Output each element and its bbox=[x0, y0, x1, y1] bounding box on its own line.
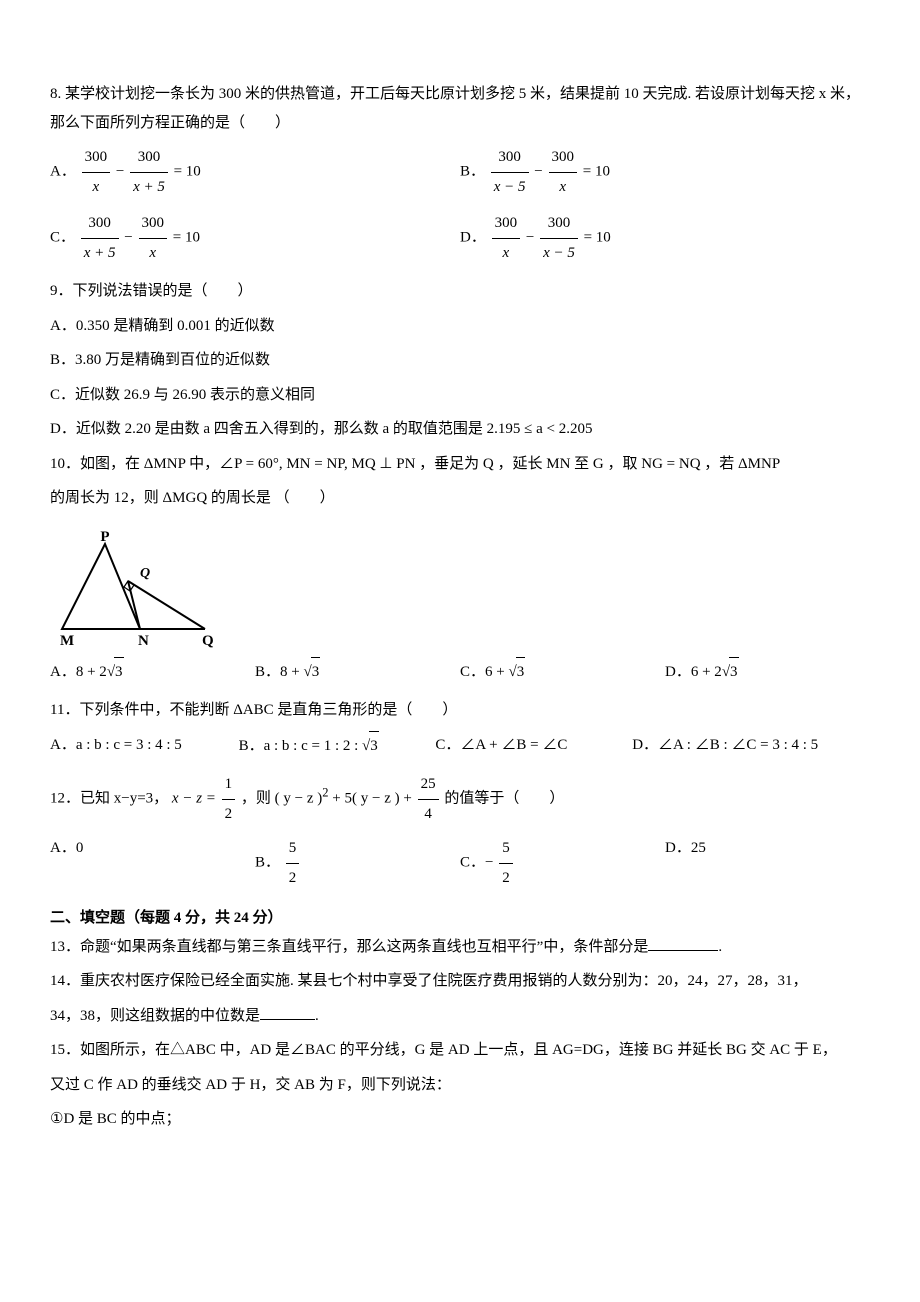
q9-opt-a: A．0.350 是精确到 0.001 的近似数 bbox=[50, 312, 870, 341]
q10-opt-b: B．8 + 3 bbox=[255, 657, 460, 687]
blank bbox=[648, 935, 718, 951]
q12-options: A．0 B． 52 C．− 52 D．25 bbox=[50, 834, 870, 892]
q8-opt-a: A． 300x − 300x + 5 = 10 bbox=[50, 143, 460, 201]
q8-stem: 8. 某学校计划挖一条长为 300 米的供热管道，开工后每天比原计划多挖 5 米… bbox=[50, 80, 870, 137]
q10-opt-a: A．8 + 23 bbox=[50, 657, 255, 687]
opt-label: B． bbox=[460, 163, 485, 179]
q12-opt-b: B． 52 bbox=[255, 834, 460, 892]
q15-line2: 又过 C 作 AD 的垂线交 AD 于 H，交 AB 为 F，则下列说法： bbox=[50, 1071, 870, 1100]
q8-opt-c: C． 300x + 5 − 300x = 10 bbox=[50, 209, 460, 267]
q9-opt-d: D．近似数 2.20 是由数 a 四舍五入得到的，那么数 a 的取值范围是 2.… bbox=[50, 415, 870, 444]
q9-opt-b: B．3.80 万是精确到百位的近似数 bbox=[50, 346, 870, 375]
blank bbox=[260, 1004, 315, 1020]
q11-stem: 11．下列条件中，不能判断 ΔABC 是直角三角形的是（ ） bbox=[50, 696, 870, 725]
q13: 13．命题“如果两条直线都与第三条直线平行，那么这两条直线也互相平行”中，条件部… bbox=[50, 933, 870, 962]
q11-opt-a: A．a : b : c = 3 : 4 : 5 bbox=[50, 731, 239, 761]
q15-line3: ①D 是 BC 的中点； bbox=[50, 1105, 870, 1134]
q11-opt-d: D．∠A : ∠B : ∠C = 3 : 4 : 5 bbox=[632, 731, 870, 761]
opt-label: A． bbox=[50, 163, 76, 179]
q10-options: A．8 + 23 B．8 + 3 C．6 + 3 D．6 + 23 bbox=[50, 657, 870, 687]
q11-options: A．a : b : c = 3 : 4 : 5 B．a : b : c = 1 … bbox=[50, 731, 870, 761]
svg-text:N: N bbox=[138, 633, 149, 649]
q10-figure: P Q M N Q bbox=[50, 529, 870, 649]
q14-line2: 34，38，则这组数据的中位数是. bbox=[50, 1002, 870, 1031]
q9-opt-c: C．近似数 26.9 与 26.90 表示的意义相同 bbox=[50, 381, 870, 410]
svg-text:Q: Q bbox=[202, 633, 214, 649]
svg-text:P: P bbox=[100, 529, 109, 545]
q12-stem: 12．已知 x−y=3， x − z = 12 ，则 ( y − z )2 + … bbox=[50, 770, 870, 828]
q8-opt-b: B． 300x − 5 − 300x = 10 bbox=[460, 143, 870, 201]
section-2-title: 二、填空题（每题 4 分，共 24 分） bbox=[50, 904, 870, 933]
q12-opt-c: C．− 52 bbox=[460, 834, 665, 892]
q11-opt-c: C．∠A + ∠B = ∠C bbox=[435, 731, 632, 761]
svg-text:M: M bbox=[60, 633, 74, 649]
q8-opt-d: D． 300x − 300x − 5 = 10 bbox=[460, 209, 870, 267]
q15-line1: 15．如图所示，在△ABC 中，AD 是∠BAC 的平分线，G 是 AD 上一点… bbox=[50, 1036, 870, 1065]
q10-stem1: 10．如图，在 ΔMNP 中，∠P = 60°, MN = NP, MQ ⊥ P… bbox=[50, 450, 870, 479]
opt-label: C． bbox=[50, 229, 75, 245]
opt-label: D． bbox=[460, 229, 486, 245]
q10-stem2: 的周长为 12，则 ΔMGQ 的周长是 （ ） bbox=[50, 484, 870, 513]
q12-opt-a: A．0 bbox=[50, 834, 255, 892]
q8-options: A． 300x − 300x + 5 = 10 B． 300x − 5 − 30… bbox=[50, 143, 870, 267]
q10-opt-d: D．6 + 23 bbox=[665, 657, 870, 687]
svg-text:Q: Q bbox=[140, 566, 150, 581]
q10-opt-c: C．6 + 3 bbox=[460, 657, 665, 687]
q11-opt-b: B．a : b : c = 1 : 2 : 3 bbox=[239, 731, 436, 761]
q9-stem: 9．下列说法错误的是（ ） bbox=[50, 277, 870, 306]
q14-line1: 14．重庆农村医疗保险已经全面实施. 某县七个村中享受了住院医疗费用报销的人数分… bbox=[50, 967, 870, 996]
q12-opt-d: D．25 bbox=[665, 834, 870, 892]
